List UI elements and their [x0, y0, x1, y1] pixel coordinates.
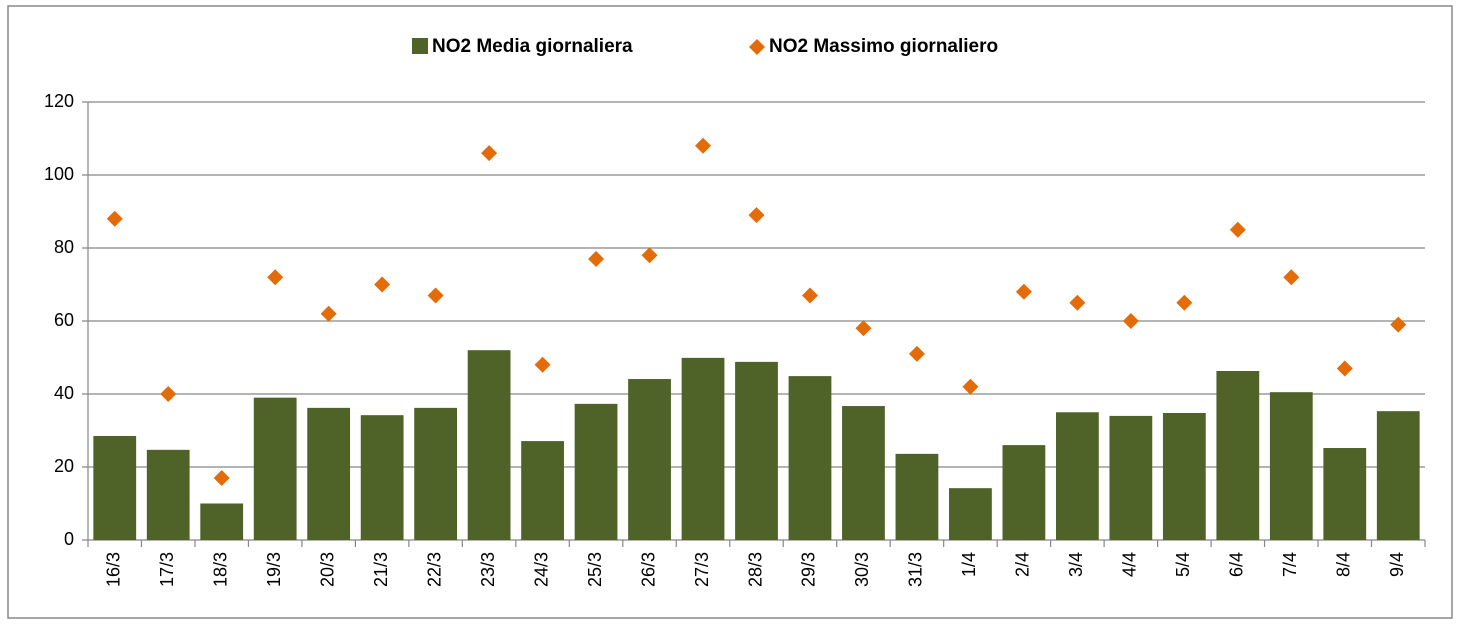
bar [628, 379, 671, 540]
y-tick-label: 0 [64, 529, 74, 549]
marker [908, 345, 925, 362]
x-tick-label: 31/3 [906, 552, 926, 587]
bar [146, 449, 190, 540]
marker [1229, 221, 1246, 238]
x-tick-label: 18/3 [210, 552, 230, 587]
y-tick-label: 60 [54, 310, 74, 330]
chart-frame [7, 5, 1453, 619]
x-tick-label: 9/4 [1387, 552, 1407, 577]
bar [1055, 412, 1099, 540]
bar [949, 488, 992, 540]
legend: NO2 Media giornaliera NO2 Massimo giorna… [412, 36, 998, 57]
marker [534, 356, 551, 373]
marker [1283, 269, 1300, 286]
bar [788, 376, 832, 540]
x-tick-label: 19/3 [264, 552, 284, 587]
x-tick-label: 8/4 [1334, 552, 1354, 577]
marker [748, 207, 765, 224]
bar [93, 435, 137, 540]
x-tick-label: 22/3 [424, 552, 444, 587]
x-tick-label: 27/3 [692, 552, 712, 587]
marker [1069, 294, 1086, 311]
bar [521, 441, 564, 540]
bar [842, 406, 885, 540]
bar [895, 453, 939, 540]
marker [801, 287, 818, 304]
x-tick-label: 29/3 [799, 552, 819, 587]
y-tick-label: 120 [44, 91, 74, 111]
x-tick-label: 7/4 [1280, 552, 1300, 577]
y-tick-label: 20 [54, 456, 74, 476]
bar [1002, 445, 1046, 540]
marker [588, 250, 605, 267]
y-tick-label: 40 [54, 383, 74, 403]
x-tick-label: 24/3 [531, 552, 551, 587]
x-tick-label: 28/3 [745, 552, 765, 587]
marker [1015, 283, 1032, 300]
marker [1390, 316, 1407, 333]
x-tick-label: 16/3 [103, 552, 123, 587]
marker [106, 210, 123, 227]
marker [962, 378, 979, 395]
bar [360, 415, 404, 540]
x-tick-label: 25/3 [585, 552, 605, 587]
x-tick-label: 26/3 [638, 552, 658, 587]
bar [735, 361, 778, 540]
x-tick-label: 5/4 [1173, 552, 1193, 577]
bar [414, 407, 458, 540]
x-tick-label: 2/4 [1013, 552, 1033, 577]
marker [160, 386, 177, 402]
x-tick-label: 1/4 [959, 552, 979, 577]
bar [200, 503, 244, 540]
bar [1323, 448, 1367, 540]
x-tick-label: 23/3 [478, 552, 498, 587]
x-tick-label: 20/3 [317, 552, 337, 587]
bar [467, 350, 511, 540]
legend-swatch [749, 39, 765, 55]
bar [681, 357, 725, 540]
x-tick-label: 21/3 [371, 552, 391, 587]
legend-label: NO2 Media giornaliera [432, 36, 633, 57]
marker [1122, 313, 1139, 329]
y-tick-label: 80 [54, 237, 74, 257]
marker [481, 145, 498, 162]
x-tick-label: 6/4 [1227, 552, 1247, 577]
bar [253, 397, 297, 540]
x-tick-label: 3/4 [1066, 552, 1086, 577]
marker [427, 287, 444, 304]
marker [213, 469, 230, 486]
bar [307, 407, 351, 540]
legend-swatch [412, 38, 428, 54]
x-tick-label: 4/4 [1120, 552, 1140, 577]
bar [1269, 392, 1313, 540]
bar [1376, 411, 1420, 540]
marker [320, 305, 337, 322]
bar [574, 403, 618, 540]
bar [1162, 412, 1206, 540]
bar [1109, 415, 1153, 540]
marker [855, 320, 872, 337]
marker [1176, 294, 1193, 311]
bar [1216, 371, 1260, 540]
marker [374, 276, 391, 293]
marker [1336, 360, 1353, 377]
marker [641, 247, 658, 264]
x-tick-label: 30/3 [852, 552, 872, 587]
marker [695, 137, 712, 154]
x-tick-label: 17/3 [157, 552, 177, 587]
marker [267, 269, 284, 286]
legend-label: NO2 Massimo giornaliero [769, 36, 998, 57]
y-tick-label: 100 [44, 164, 74, 184]
